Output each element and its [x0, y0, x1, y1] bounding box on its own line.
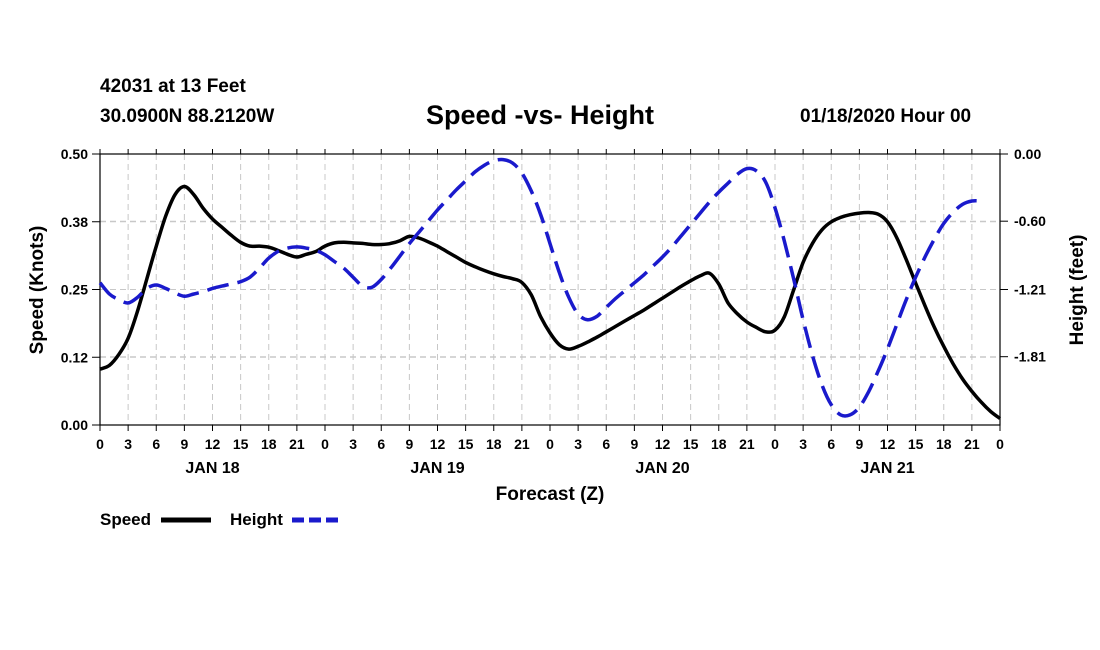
x-tick-label: 9 — [855, 436, 863, 452]
series-line-height — [98, 157, 982, 418]
x-tick-label: 18 — [261, 436, 277, 452]
x-tick-label: 12 — [205, 436, 221, 452]
x-tick-label: 9 — [630, 436, 638, 452]
y-tick-label-left: 0.25 — [61, 282, 88, 298]
x-tick-label: 3 — [799, 436, 807, 452]
x-tick-label: 21 — [964, 436, 980, 452]
x-tick-label: 0 — [546, 436, 554, 452]
x-tick-label: 18 — [486, 436, 502, 452]
grid-lines — [100, 154, 1000, 425]
x-tick-label: 6 — [152, 436, 160, 452]
y-tick-label-right: -1.81 — [1014, 349, 1046, 365]
y-tick-label-left: 0.38 — [61, 214, 88, 230]
x-tick-label: 3 — [574, 436, 582, 452]
x-tick-label: 12 — [655, 436, 671, 452]
series-line-speed — [99, 184, 1002, 420]
day-label: JAN 20 — [635, 460, 689, 477]
x-tick-label: 0 — [771, 436, 779, 452]
x-axis-label: Forecast (Z) — [496, 484, 605, 505]
day-label: JAN 18 — [185, 460, 239, 477]
day-label: JAN 21 — [860, 460, 914, 477]
x-tick-label: 6 — [827, 436, 835, 452]
day-label: JAN 19 — [410, 460, 464, 477]
x-tick-label: 6 — [377, 436, 385, 452]
x-tick-label: 9 — [180, 436, 188, 452]
series-lines — [98, 157, 1002, 420]
x-tick-label: 12 — [880, 436, 896, 452]
x-tick-label: 21 — [739, 436, 755, 452]
x-tick-label: 3 — [349, 436, 357, 452]
x-tick-label: 0 — [996, 436, 1004, 452]
x-tick-label: 0 — [321, 436, 329, 452]
chart-title: Speed -vs- Height — [426, 100, 655, 130]
x-tick-label: 15 — [683, 436, 699, 452]
legend-label-speed: Speed — [100, 510, 151, 529]
y-tick-label-right: 0.00 — [1014, 146, 1041, 162]
legend: Speed Height — [100, 510, 342, 529]
legend-label-height: Height — [230, 510, 283, 529]
x-tick-label: 3 — [124, 436, 132, 452]
y-tick-label-right: -0.60 — [1014, 213, 1046, 229]
station-label: 42031 at 13 Feet — [100, 76, 246, 97]
x-tick-label: 15 — [458, 436, 474, 452]
x-tick-label: 15 — [908, 436, 924, 452]
y-tick-label-left: 0.50 — [61, 146, 88, 162]
x-tick-label: 21 — [289, 436, 305, 452]
x-tick-label: 0 — [96, 436, 104, 452]
x-tick-label: 9 — [405, 436, 413, 452]
coordinates-label: 30.0900N 88.2120W — [100, 106, 275, 127]
y-tick-label-left: 0.00 — [61, 417, 88, 433]
x-tick-label: 21 — [514, 436, 530, 452]
y-axis-label-right: Height (feet) — [1067, 235, 1088, 346]
axes: 0 3 6 9 12 15 18 21 0 3 6 9 12 15 18 21 0 3 6 9 12 15 18 21 0 3 6 9… — [61, 146, 1046, 477]
plot-frame — [99, 153, 1001, 426]
y-tick-label-left: 0.12 — [61, 349, 88, 365]
y-axis-label-left: Speed (Knots) — [27, 226, 48, 355]
x-tick-label: 12 — [430, 436, 446, 452]
x-tick-label: 18 — [711, 436, 727, 452]
x-tick-label: 15 — [233, 436, 249, 452]
y-tick-label-right: -1.21 — [1014, 282, 1046, 298]
forecast-datetime: 01/18/2020 Hour 00 — [800, 106, 972, 127]
x-tick-label: 18 — [936, 436, 952, 452]
x-tick-label: 6 — [602, 436, 610, 452]
